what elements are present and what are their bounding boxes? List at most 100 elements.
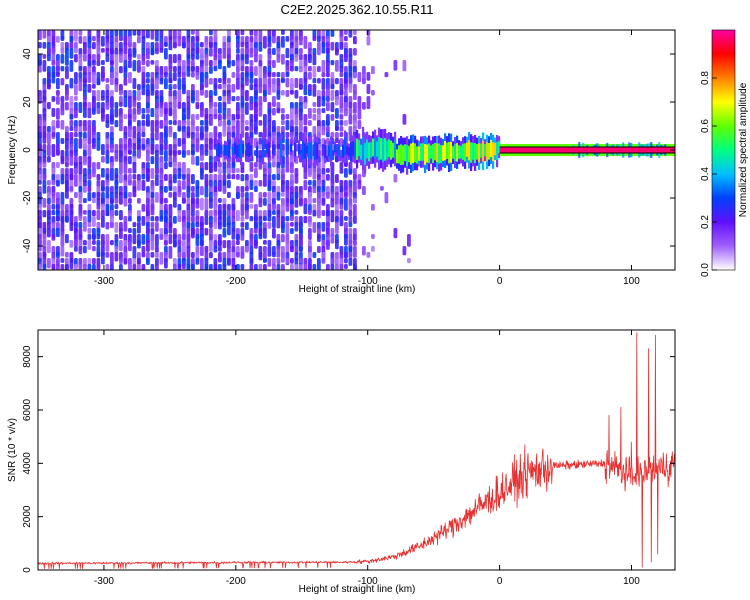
heatmap-cell [299,114,303,121]
heatmap-cell [128,96,132,109]
heatmap-cell [60,36,65,41]
heatmap-cell [344,84,348,91]
heatmap-cell [254,228,258,234]
heatmap-cell [78,216,83,222]
heatmap-cell [137,54,141,60]
heatmap-cell [132,78,137,90]
heatmap-cell [182,234,186,241]
x-tick-label: 0 [497,276,503,287]
colorbar-tick-label: 0.6 [700,119,711,133]
heatmap-cell [65,102,69,111]
heatmap-cell [110,198,114,205]
heatmap-cell [299,264,303,270]
heatmap-cell [276,108,281,114]
heatmap-cell [227,210,231,217]
heatmap-cell [339,168,344,174]
heatmap-cell [128,42,132,47]
heatmap-cell [69,258,74,270]
heatmap-cell [65,168,69,176]
heatmap-cell [317,96,321,108]
heatmap-cell [317,234,321,242]
heatmap-cell [321,168,326,176]
heatmap-cell [87,138,92,145]
heatmap-cell [258,150,263,159]
heatmap-cell [74,120,78,129]
heatmap-cell [150,192,155,199]
heatmap-cell [227,168,231,175]
snr-x-axis: -300 -200 -100 0 100 [94,330,640,587]
heatmap-cell [209,42,213,49]
heatmap-cell [268,142,271,158]
heatmap-cell [267,72,272,78]
heatmap-cell [267,222,272,229]
heatmap-cell [231,72,236,78]
heatmap-cell [308,252,312,259]
heatmap-cell [263,198,267,206]
heatmap-cell [38,96,42,104]
heatmap-cell [281,108,285,114]
heatmap-cell [128,126,132,138]
heatmap-cell [446,142,449,159]
heatmap-cell [254,168,258,178]
heatmap-cell [290,180,294,187]
heatmap-cell [137,150,141,159]
heatmap-cell [335,48,339,56]
heatmap-cell [392,142,395,158]
heatmap-cell [168,90,173,98]
heatmap-cell [200,186,204,196]
heatmap-cell [227,60,231,68]
heatmap-cell [249,102,254,111]
heatmap-cell [238,144,241,158]
heatmap-cell [47,222,51,230]
heatmap-cell [472,142,475,160]
heatmap-cell [114,108,119,118]
heatmap-cell [353,72,357,79]
heatmap-cell [119,66,123,74]
heatmap-cell [245,210,249,220]
heatmap-cell [38,60,42,67]
heatmap-cell [195,114,200,120]
heatmap-cell [123,54,128,62]
heatmap-cell [42,210,47,218]
heatmap-cell [272,60,276,68]
heatmap-cell [56,108,60,120]
heatmap-cell [231,204,236,211]
heatmap-cell [141,252,146,258]
heatmap-cell [236,240,240,245]
heatmap-cell [371,234,375,239]
heatmap-cell [78,102,83,113]
heatmap-cell [78,36,83,44]
heatmap-cell [87,84,92,93]
heatmap-cell [326,96,330,102]
heatmap-cell [488,143,491,160]
heatmap-cell [101,90,105,98]
heatmap-cell [60,264,65,270]
heatmap-cell [366,36,371,46]
heatmap-cell [281,192,285,197]
heatmap-cell [227,120,231,126]
heatmap-cell [227,96,231,105]
colorbar-axis: 0.0 0.2 0.4 0.6 0.8 [700,71,717,277]
snr-frame [37,329,676,571]
heatmap-cell [177,150,182,155]
heatmap-cell [218,174,222,182]
heatmap-cell [65,162,69,168]
heatmap-cell [218,252,222,263]
heatmap-cell [308,246,312,254]
heatmap-cell [114,234,119,242]
heatmap-cell [272,204,276,211]
heatmap-cell [410,143,413,165]
heatmap-cell [222,252,227,260]
heatmap-cell [213,60,218,68]
y-tick-label: 20 [22,96,33,108]
heatmap-cell [177,126,182,132]
heatmap-cell [105,264,110,270]
heatmap-cell [330,102,335,113]
heatmap-cell [92,258,96,265]
heatmap-cell [132,264,137,270]
heatmap-cell [330,60,335,66]
heatmap-cell [368,142,371,162]
heatmap-cell [218,162,222,168]
heatmap-cell [132,48,137,58]
heatmap-cell [92,168,96,178]
